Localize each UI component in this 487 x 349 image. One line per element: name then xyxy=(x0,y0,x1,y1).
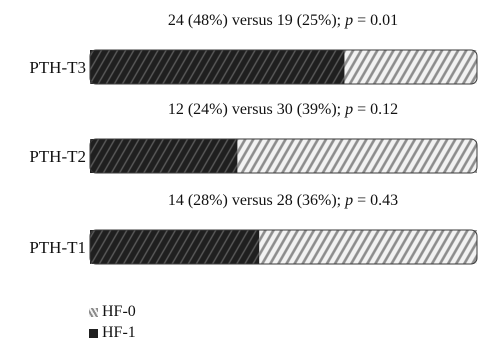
legend-label-hf1: HF-1 xyxy=(102,324,136,341)
legend-swatch-hf0 xyxy=(89,307,98,317)
category-label-pth-t3: PTH-T3 xyxy=(29,58,86,77)
bar-pth-t1-hf-1 xyxy=(90,230,260,264)
annotation-pth-t2: 12 (24%) versus 30 (39%); p = 0.12 xyxy=(168,101,398,118)
bar-pth-t1-hf-0 xyxy=(259,230,477,264)
legend-swatch-hf1 xyxy=(89,328,98,338)
legend-item-hf1: HF-1 xyxy=(89,323,136,343)
bars-layer xyxy=(89,49,478,265)
bar-outline-pth-t1 xyxy=(89,229,478,265)
bar-pth-t2-hf-1 xyxy=(90,139,238,173)
labels-layer: PTH-T3 24 (48%) versus 19 (25%); p = 0.01… xyxy=(29,12,398,257)
bar-pth-t3-hf-1 xyxy=(90,50,345,84)
bar-outline-pth-t3 xyxy=(89,49,478,85)
bar-outline-pth-t2 xyxy=(89,138,478,174)
legend-label-hf0: HF-0 xyxy=(102,303,136,320)
annotation-pth-t1: 14 (28%) versus 28 (36%); p = 0.43 xyxy=(168,192,398,209)
legend-item-hf0: HF-0 xyxy=(89,302,136,322)
bar-pth-t3-hf-0 xyxy=(344,50,477,84)
category-label-pth-t1: PTH-T1 xyxy=(29,238,86,257)
bar-pth-t2-hf-0 xyxy=(237,139,477,173)
category-label-pth-t2: PTH-T2 xyxy=(29,147,86,166)
annotation-pth-t3: 24 (48%) versus 19 (25%); p = 0.01 xyxy=(168,12,398,29)
